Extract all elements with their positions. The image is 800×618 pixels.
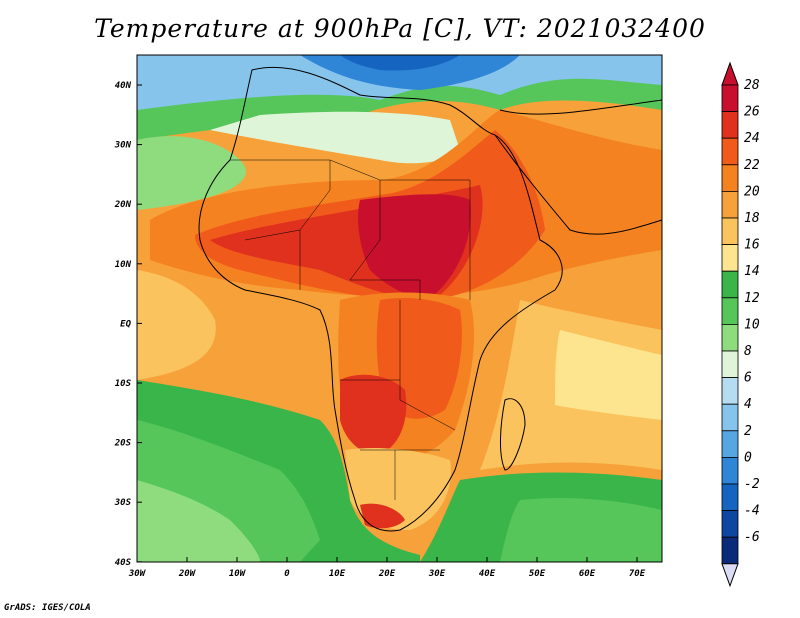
colorbar-swatch bbox=[721, 297, 739, 325]
map-frame bbox=[136, 54, 663, 563]
colorbar-swatch bbox=[721, 244, 739, 272]
colorbar-label: 28 bbox=[744, 78, 760, 93]
lat-label: 30N bbox=[114, 141, 132, 151]
colorbar-swatch bbox=[721, 483, 739, 512]
colorbar-label: 22 bbox=[744, 158, 760, 173]
colorbar-label: -2 bbox=[744, 477, 760, 492]
colorbar-bottom-arrow bbox=[721, 563, 739, 588]
lon-label: 60E bbox=[579, 569, 596, 579]
temperature-field bbox=[137, 55, 662, 562]
lat-label: 30S bbox=[114, 498, 132, 508]
lat-label: 10S bbox=[115, 379, 132, 389]
lon-label: 70E bbox=[629, 569, 646, 579]
lon-label: 0 bbox=[284, 569, 290, 579]
lon-label: 10E bbox=[329, 569, 346, 579]
colorbar-label: 10 bbox=[744, 317, 760, 332]
lat-label: 10N bbox=[115, 260, 132, 270]
colorbar-label: 0 bbox=[744, 450, 752, 465]
colorbar-swatch bbox=[721, 536, 739, 565]
colorbar-swatch bbox=[721, 377, 739, 405]
colorbar-swatch bbox=[721, 510, 739, 538]
lon-label: 30E bbox=[428, 569, 446, 579]
colorbar-label: 24 bbox=[744, 131, 760, 146]
colorbar-swatch bbox=[721, 190, 739, 219]
lon-label: 20W bbox=[178, 569, 197, 579]
lon-label: 20E bbox=[378, 569, 396, 579]
longitude-labels: 30W 20W 10W 0 10E 20E 30E 40E 50E 60E 70E bbox=[128, 557, 646, 579]
colorbar-swatch bbox=[721, 84, 739, 113]
colorbar-top-arrow bbox=[721, 61, 739, 86]
lat-label: 40N bbox=[115, 81, 132, 91]
chart-title: Temperature at 900hPa [C], VT: 202103240… bbox=[94, 14, 706, 43]
colorbar-swatch bbox=[721, 403, 739, 432]
colorbar-label: 8 bbox=[744, 344, 752, 359]
colorbar-swatch bbox=[721, 111, 739, 139]
grads-credit: GrADS: IGES/COLA bbox=[4, 603, 91, 613]
madagascar-outline bbox=[499, 398, 526, 471]
lon-label: 30W bbox=[128, 569, 147, 579]
colorbar-swatch bbox=[721, 323, 739, 352]
colorbar-swatch bbox=[721, 270, 739, 299]
lat-label: 20N bbox=[114, 200, 132, 210]
latitude-labels: 40N 30N 20N 10N EQ 10S 20S 30S 40S bbox=[114, 81, 142, 568]
lon-label: 50E bbox=[529, 569, 546, 579]
colorbar-swatch bbox=[721, 217, 739, 246]
colorbar-label: 2 bbox=[744, 424, 752, 439]
lat-label: EQ bbox=[120, 319, 131, 329]
colorbar-swatch bbox=[721, 137, 739, 166]
lat-label: 20S bbox=[114, 439, 132, 449]
colorbar-label: 18 bbox=[744, 211, 760, 226]
colorbar-swatch bbox=[721, 164, 739, 192]
colorbar-swatch bbox=[721, 456, 739, 485]
colorbar-label: 6 bbox=[744, 371, 752, 386]
coastlines bbox=[198, 66, 663, 532]
lon-label: 40E bbox=[479, 569, 496, 579]
colorbar-label: -6 bbox=[744, 530, 760, 545]
lon-label: 10W bbox=[229, 569, 247, 579]
colorbar-label: 4 bbox=[744, 397, 752, 412]
colorbar-swatch bbox=[721, 350, 739, 379]
colorbar-label: 20 bbox=[744, 184, 760, 199]
colorbar-label: 12 bbox=[744, 291, 760, 306]
country-borders bbox=[230, 159, 471, 500]
colorbar-label: -4 bbox=[744, 504, 760, 519]
colorbar-label: 26 bbox=[744, 105, 760, 120]
lat-label: 40S bbox=[115, 558, 132, 568]
colorbar-label: 14 bbox=[744, 264, 760, 279]
colorbar-swatch bbox=[721, 430, 739, 458]
colorbar-label: 16 bbox=[744, 238, 760, 253]
